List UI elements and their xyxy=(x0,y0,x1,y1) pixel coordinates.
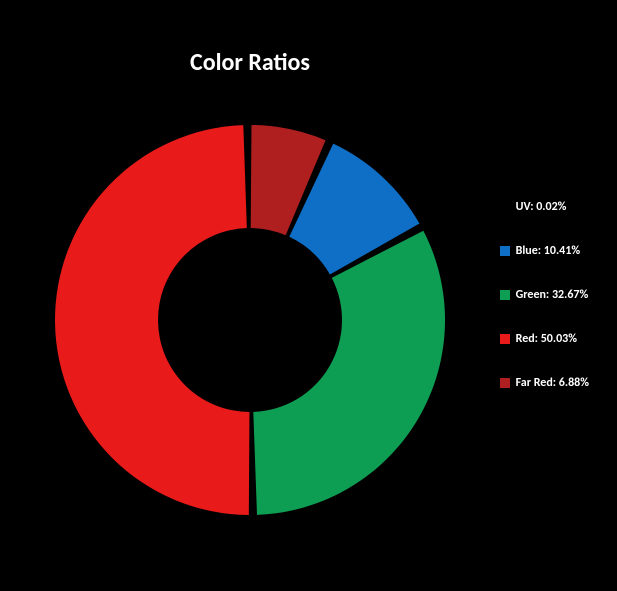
legend-swatch xyxy=(500,246,510,256)
legend-swatch xyxy=(500,334,510,344)
slice-green xyxy=(253,231,445,515)
legend-item-blue: Blue: 10.41% xyxy=(500,244,589,258)
slice-red xyxy=(55,125,249,515)
legend-label: Far Red: 6.88% xyxy=(516,376,589,390)
legend-swatch xyxy=(500,290,510,300)
legend-swatch xyxy=(500,378,510,388)
legend-label: UV: 0.02% xyxy=(516,200,567,214)
legend-item-green: Green: 32.67% xyxy=(500,288,589,302)
legend-item-red: Red: 50.03% xyxy=(500,332,589,346)
legend-item-uv: UV: 0.02% xyxy=(500,200,589,214)
legend-label: Red: 50.03% xyxy=(516,332,577,346)
chart-legend: UV: 0.02% Blue: 10.41% Green: 32.67% Red: 5… xyxy=(500,200,589,390)
legend-item-far-red: Far Red: 6.88% xyxy=(500,376,589,390)
legend-label: Green: 32.67% xyxy=(516,288,589,302)
chart-title: Color Ratios xyxy=(0,48,500,77)
legend-label: Blue: 10.41% xyxy=(516,244,580,258)
donut-chart xyxy=(40,110,460,530)
